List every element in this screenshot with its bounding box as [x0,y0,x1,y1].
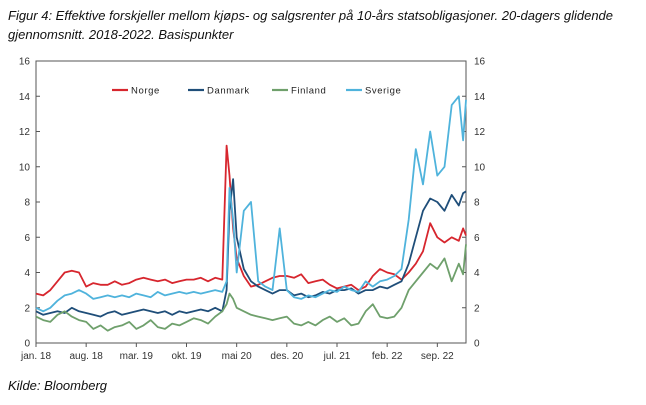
x-tick-label: feb. 22 [372,351,403,362]
series-line-danmark [35,178,467,318]
x-tick-label: mai 20 [222,351,252,362]
legend-label-sverige: Sverige [365,86,401,97]
series-line-sverige [35,95,467,313]
figure-source: Kilde: Bloomberg [8,378,107,393]
series-line-norge [35,144,467,297]
x-tick-label: des. 20 [270,351,303,362]
y-tick-label-left: 0 [24,339,30,350]
figure-title: Figur 4: Effektive forskjeller mellom kj… [8,8,614,42]
series-line-finland [35,244,467,332]
y-tick-label-left: 10 [19,162,31,173]
y-tick-label-left: 14 [19,92,31,103]
y-tick-label-left: 4 [24,268,30,279]
x-tick-label: okt. 19 [171,351,201,362]
x-tick-label: aug. 18 [69,351,103,362]
y-tick-label-right: 0 [474,339,480,350]
y-tick-label-right: 16 [474,57,486,68]
y-tick-label-right: 12 [474,127,486,138]
legend-label-danmark: Danmark [207,86,250,97]
y-tick-label-right: 2 [474,303,480,314]
y-axis-left: 0 2 4 6 8 10 12 14 16 [19,57,40,350]
x-axis: jan. 18 aug. 18 mar. 19 okt. 19 mai 20 des. 2… [20,343,454,362]
x-tick-label: jan. 18 [20,351,51,362]
x-tick-label: mar. 19 [120,351,154,362]
y-tick-label-right: 6 [474,233,480,244]
x-tick-label: jul. 21 [323,351,351,362]
legend-label-finland: Finland [291,86,326,97]
y-tick-label-left: 6 [24,233,30,244]
y-tick-label-right: 10 [474,162,486,173]
x-tick-label: sep. 22 [421,351,454,362]
y-tick-label-left: 2 [24,303,30,314]
legend: Norge Danmark Finland Sverige [112,86,401,97]
y-tick-label-left: 16 [19,57,31,68]
y-tick-label-right: 4 [474,268,480,279]
y-tick-label-right: 14 [474,92,486,103]
y-tick-label-left: 8 [24,198,30,209]
legend-label-norge: Norge [131,86,160,97]
series-lines [35,95,467,332]
y-tick-label-right: 8 [474,198,480,209]
y-tick-label-left: 12 [19,127,31,138]
